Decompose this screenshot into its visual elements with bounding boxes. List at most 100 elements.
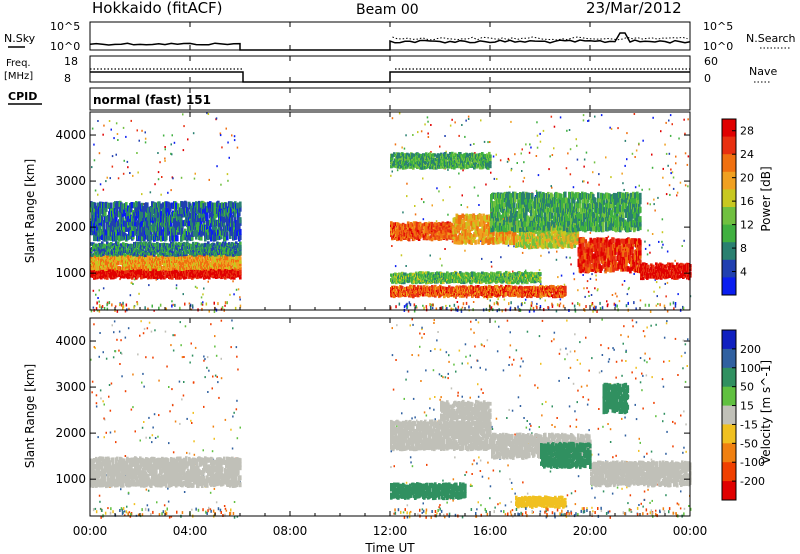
echo-cell bbox=[477, 194, 479, 197]
echo-cell bbox=[499, 159, 502, 162]
echo-cell bbox=[522, 180, 524, 183]
echo-cell bbox=[658, 240, 660, 243]
echo-cell bbox=[655, 304, 658, 307]
echo-cell bbox=[95, 293, 97, 296]
cpid-panel: CPID normal (fast) 151 bbox=[8, 87, 691, 111]
echo-cell bbox=[149, 191, 152, 194]
echo-cell bbox=[669, 193, 671, 196]
echo-cell bbox=[483, 140, 486, 143]
echo-cell bbox=[207, 280, 209, 283]
echo-cell bbox=[398, 112, 401, 115]
echo-cell bbox=[560, 274, 563, 277]
echo-cell bbox=[164, 159, 166, 162]
echo-cell bbox=[438, 190, 440, 193]
echo-cell bbox=[500, 256, 502, 259]
echo-cell bbox=[676, 194, 678, 197]
echo-cell bbox=[583, 165, 585, 168]
echo-cell bbox=[516, 162, 518, 164]
echo-cell bbox=[239, 228, 242, 235]
echo-cell bbox=[588, 295, 590, 297]
echo-cell bbox=[225, 127, 227, 130]
echo-cell bbox=[98, 289, 100, 292]
noise-tick-top-right: 10^5 bbox=[703, 20, 733, 33]
echo-cell bbox=[550, 115, 553, 118]
echo-cell bbox=[126, 160, 129, 163]
echo-cell bbox=[668, 119, 670, 122]
echo-cell bbox=[451, 240, 454, 243]
echo-cell bbox=[669, 134, 672, 137]
echo-cell bbox=[117, 177, 120, 180]
echo-cell bbox=[164, 157, 166, 160]
echo-cell bbox=[583, 158, 586, 161]
echo-cell bbox=[509, 185, 511, 188]
echo-cell bbox=[536, 134, 539, 137]
nave-tick-bottom: 0 bbox=[704, 72, 711, 85]
echo-cell bbox=[445, 304, 447, 307]
noise-tick-top: 10^5 bbox=[50, 20, 80, 33]
echo-cell bbox=[480, 119, 482, 122]
echo-cell bbox=[170, 143, 172, 146]
echo-cell bbox=[227, 179, 229, 182]
echo-cell bbox=[606, 300, 608, 303]
echo-cell bbox=[631, 152, 634, 155]
echo-cell bbox=[556, 250, 558, 253]
echo-cell bbox=[216, 165, 218, 168]
echo-cell bbox=[539, 132, 541, 135]
echo-cell bbox=[671, 123, 673, 126]
echo-cell bbox=[576, 158, 579, 161]
echo-cell bbox=[583, 287, 585, 290]
echo-cell bbox=[467, 118, 470, 120]
echo-cell bbox=[665, 121, 667, 124]
echo-cell bbox=[572, 272, 575, 275]
echo-cell bbox=[132, 174, 134, 177]
echo-cell bbox=[670, 172, 672, 175]
freq-tick-top: 18 bbox=[64, 55, 78, 68]
echo-cell bbox=[232, 280, 234, 283]
echo-cell bbox=[481, 257, 483, 260]
echo-cell bbox=[162, 134, 165, 137]
echo-cell bbox=[684, 132, 686, 135]
echo-cell bbox=[405, 134, 407, 137]
noise-tick-bottom: 10^0 bbox=[50, 40, 80, 53]
echo-cell bbox=[391, 170, 393, 173]
echo-cell bbox=[639, 299, 642, 302]
echo-cell bbox=[176, 235, 179, 242]
echo-cell bbox=[662, 243, 664, 246]
echo-cell bbox=[666, 250, 669, 253]
nave-tick-top: 60 bbox=[704, 55, 718, 68]
echo-cell bbox=[235, 288, 238, 291]
echo-cell bbox=[653, 198, 655, 201]
echo-cell bbox=[431, 307, 434, 310]
echo-cell bbox=[400, 254, 403, 257]
echo-cell bbox=[93, 143, 95, 146]
echo-cell bbox=[461, 306, 464, 309]
echo-cell bbox=[221, 146, 223, 149]
echo-cell bbox=[523, 176, 526, 179]
echo-cell bbox=[634, 186, 637, 189]
echo-cell bbox=[672, 187, 675, 190]
echo-cell bbox=[586, 287, 588, 290]
date-label: 23/Mar/2012 bbox=[586, 0, 682, 17]
echo-cell bbox=[510, 169, 512, 172]
echo-cell bbox=[683, 118, 685, 121]
echo-cell bbox=[626, 158, 628, 161]
echo-cell bbox=[671, 171, 674, 174]
echo-cell bbox=[649, 203, 651, 206]
echo-cell bbox=[624, 139, 627, 142]
echo-cell bbox=[641, 188, 643, 191]
echo-cell bbox=[610, 176, 612, 179]
echo-cell bbox=[497, 298, 499, 301]
echo-cell bbox=[427, 136, 430, 138]
echo-cell bbox=[171, 300, 173, 303]
echo-cell bbox=[638, 142, 640, 145]
echo-cell bbox=[103, 124, 105, 127]
echo-cell bbox=[207, 113, 210, 115]
echo-cell bbox=[592, 171, 594, 174]
echo-cell bbox=[648, 188, 651, 191]
echo-cell bbox=[396, 169, 399, 172]
echo-cell bbox=[401, 146, 403, 149]
echo-cell bbox=[657, 196, 659, 199]
echo-cell bbox=[675, 162, 677, 165]
echo-cell bbox=[111, 155, 114, 158]
